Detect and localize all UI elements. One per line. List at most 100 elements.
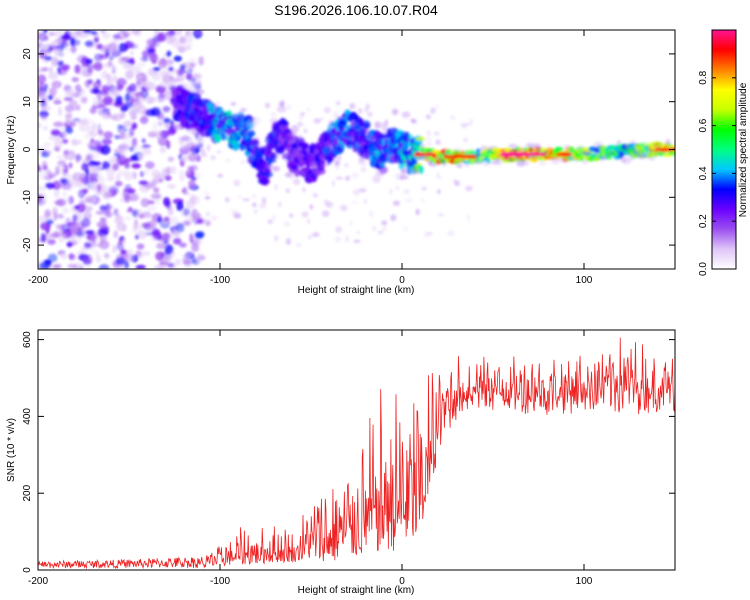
spectrogram-cell xyxy=(162,83,173,88)
spectrogram-cell xyxy=(65,217,71,226)
spectrogram-cell xyxy=(105,167,116,177)
spectrogram-cell xyxy=(391,108,399,116)
spectrogram-cell xyxy=(116,242,125,251)
spectrogram-cell xyxy=(178,170,186,176)
spectrogram-cell xyxy=(349,220,353,227)
spectrogram-cell xyxy=(351,200,359,205)
spectrogram-cell xyxy=(116,222,127,232)
spectrogram-cell xyxy=(167,156,175,162)
spectrogram-cell xyxy=(52,180,62,191)
spectrogram-cell xyxy=(40,43,49,51)
spectrogram-cell xyxy=(101,138,112,145)
spectrogram-cell xyxy=(132,208,143,216)
spectrogram-cell xyxy=(538,161,547,166)
spectrogram-cell xyxy=(77,32,89,39)
x-tick-label: 100 xyxy=(576,275,593,286)
spectrogram-cell xyxy=(462,137,469,143)
spectrogram-cell xyxy=(115,78,127,87)
spectrogram-cell xyxy=(85,264,91,269)
spectrogram-cell xyxy=(124,163,131,169)
spectrogram-cell xyxy=(68,195,74,205)
spectrogram-cell xyxy=(97,129,104,136)
spectrogram-cell xyxy=(70,44,77,54)
spectrogram-cell xyxy=(131,30,140,36)
x-tick-label: -100 xyxy=(210,275,230,286)
spectrogram-cell xyxy=(383,226,387,231)
spectrogram-cell xyxy=(42,51,52,56)
spectrogram-cell xyxy=(447,230,455,237)
spectrogram-cell xyxy=(93,231,101,238)
spectrogram-cell xyxy=(247,129,256,138)
spectrogram-cell xyxy=(188,68,193,75)
spectrogram-cell xyxy=(345,175,350,181)
spectrogram-cell xyxy=(112,113,122,122)
spectrogram-cell xyxy=(64,104,75,113)
spectrogram-cell xyxy=(187,153,199,162)
spectrogram-cell xyxy=(88,165,97,171)
spectrogram-cell xyxy=(47,238,56,245)
spectrogram-cell xyxy=(141,148,152,156)
spectrogram-cell xyxy=(61,132,67,138)
spectrogram-cell xyxy=(276,106,287,113)
spectrogram-cell xyxy=(74,64,81,74)
spectrogram-cell xyxy=(115,95,123,105)
spectrogram-cell xyxy=(53,138,63,149)
spectrogram-cell xyxy=(167,183,176,189)
spectrogram-cell xyxy=(88,144,95,151)
spectrogram-cell xyxy=(156,242,167,250)
spectrogram-cell xyxy=(421,186,427,191)
spectrogram-cell xyxy=(191,243,200,252)
spectrogram-cell xyxy=(333,111,340,119)
spectrogram-cell xyxy=(106,175,115,182)
spectrogram-cell xyxy=(76,180,82,187)
spectrogram-cell xyxy=(166,50,172,58)
spectrogram-cell xyxy=(566,152,572,156)
spectrogram-cell xyxy=(125,40,131,48)
spectrogram-cell xyxy=(89,173,100,181)
x-tick-label: 100 xyxy=(576,576,593,587)
spectrogram-cell xyxy=(154,173,165,181)
spectrogram-cell xyxy=(98,240,110,250)
snr-frame xyxy=(37,329,676,571)
spectrogram-cell xyxy=(70,224,76,232)
colorbar: 0.0 0.2 0.4 0.6 0.8 Normalized spectral ampl… xyxy=(698,29,749,276)
spectrogram-cell xyxy=(195,231,205,238)
spectrogram-cell xyxy=(94,251,99,256)
spectrogram-cell xyxy=(98,264,110,269)
spectrogram-cell xyxy=(145,96,154,105)
spectrogram-cell xyxy=(210,215,218,221)
spectrogram-cell xyxy=(137,155,143,160)
spectrogram-cell xyxy=(159,81,164,87)
colorbar-ticks: 0.0 0.2 0.4 0.6 0.8 xyxy=(698,70,736,276)
spectrogram-cell xyxy=(198,56,204,66)
colorbar-tick-label: 0.6 xyxy=(698,118,709,132)
colorbar-label: Normalized spectral amplitude xyxy=(738,82,749,217)
spectrogram-cell xyxy=(98,112,108,117)
spectrogram-cell xyxy=(130,155,140,161)
spectrogram-cell xyxy=(113,152,121,158)
spectrogram-cell xyxy=(475,148,481,154)
spectrogram-cell xyxy=(140,251,151,257)
spectrogram-cell xyxy=(39,109,49,119)
spectrogram-cell xyxy=(139,116,149,125)
spectrogram-cell xyxy=(38,74,47,84)
spectrogram-cell xyxy=(182,186,188,195)
spectrogram-cell xyxy=(182,254,188,264)
spectrogram-cell xyxy=(83,205,93,212)
spectrogram-cell xyxy=(313,118,321,124)
spectrogram-cell xyxy=(420,143,425,148)
spectrogram-cell xyxy=(224,197,230,203)
spectrogram-cell xyxy=(163,106,172,111)
spectrogram-cell xyxy=(331,180,335,187)
spectrogram-cell xyxy=(80,217,91,228)
spectrogram-cell xyxy=(309,204,313,210)
spectrogram-cell xyxy=(110,76,116,84)
spectrogram-cell xyxy=(423,231,429,238)
spectrogram-ylabel: Frequency (Hz) xyxy=(6,116,17,185)
spectrogram-cell xyxy=(131,228,138,234)
spectrogram-cell xyxy=(189,233,194,243)
spectrogram-cell xyxy=(145,161,155,170)
spectrogram-cell xyxy=(85,154,92,162)
spectrogram-cell xyxy=(303,128,308,133)
spectrogram-cell xyxy=(150,234,158,242)
